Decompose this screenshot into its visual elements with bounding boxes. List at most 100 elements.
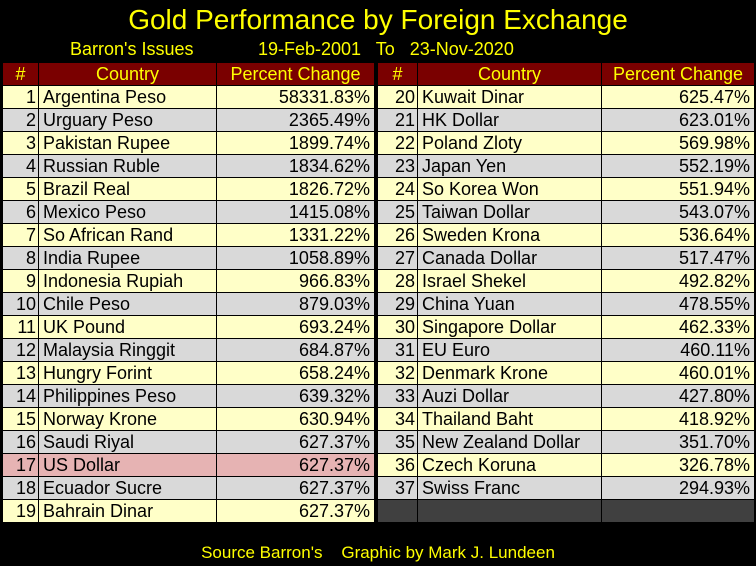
row-country: Ecuador Sucre [38, 476, 217, 500]
row-change: 552.19% [601, 154, 755, 178]
row-change: 627.37% [216, 453, 375, 477]
table-header-row: # Country Percent Change [377, 62, 755, 86]
row-change: 58331.83% [216, 85, 375, 109]
row-num: 22 [377, 131, 418, 155]
row-country: Denmark Krone [417, 361, 602, 385]
row-num: 8 [2, 246, 39, 270]
row-num: 17 [2, 453, 39, 477]
row-country: Kuwait Dinar [417, 85, 602, 109]
row-change: 1415.08% [216, 200, 375, 224]
table-row: 8 India Rupee 1058.89% [2, 246, 375, 270]
table-row: 28 Israel Shekel 492.82% [377, 269, 755, 293]
row-change: 627.37% [216, 476, 375, 500]
row-change: 478.55% [601, 292, 755, 316]
table-row: 19 Bahrain Dinar 627.37% [2, 499, 375, 523]
row-num: 27 [377, 246, 418, 270]
table-row: 24 So Korea Won 551.94% [377, 177, 755, 201]
table-row: 36 Czech Koruna 326.78% [377, 453, 755, 477]
table-row: 27 Canada Dollar 517.47% [377, 246, 755, 270]
page-title: Gold Performance by Foreign Exchange [128, 4, 628, 35]
row-country: So Korea Won [417, 177, 602, 201]
table-row: 25 Taiwan Dollar 543.07% [377, 200, 755, 224]
row-country: Japan Yen [417, 154, 602, 178]
row-country: HK Dollar [417, 108, 602, 132]
row-country: Bahrain Dinar [38, 499, 217, 523]
table-row: 11 UK Pound 693.24% [2, 315, 375, 339]
row-country: UK Pound [38, 315, 217, 339]
row-country: Chile Peso [38, 292, 217, 316]
table-row: 10 Chile Peso 879.03% [2, 292, 375, 316]
table-row: 26 Sweden Krona 536.64% [377, 223, 755, 247]
row-country: So African Rand [38, 223, 217, 247]
row-change: 627.37% [216, 430, 375, 454]
row-change: 543.07% [601, 200, 755, 224]
row-change: 623.01% [601, 108, 755, 132]
row-change: 625.47% [601, 85, 755, 109]
row-change: 294.93% [601, 476, 755, 500]
table-row: 15 Norway Krone 630.94% [2, 407, 375, 431]
table-row: 1 Argentina Peso 58331.83% [2, 85, 375, 109]
table-row: 34 Thailand Baht 418.92% [377, 407, 755, 431]
footer-credit: Source Barron's Graphic by Mark J. Lunde… [201, 543, 555, 562]
table-left: # Country Percent Change 1 Argentina Peso… [2, 62, 375, 523]
row-change: 693.24% [216, 315, 375, 339]
row-change: 427.80% [601, 384, 755, 408]
row-change: 1826.72% [216, 177, 375, 201]
header-change: Percent Change [216, 62, 375, 86]
row-num: 23 [377, 154, 418, 178]
row-num: 24 [377, 177, 418, 201]
table-row: 37 Swiss Franc 294.93% [377, 476, 755, 500]
row-country: Singapore Dollar [417, 315, 602, 339]
row-change: 460.01% [601, 361, 755, 385]
row-num: 33 [377, 384, 418, 408]
table-row: 29 China Yuan 478.55% [377, 292, 755, 316]
row-change: 1899.74% [216, 131, 375, 155]
row-num: 25 [377, 200, 418, 224]
table-row: 9 Indonesia Rupiah 966.83% [2, 269, 375, 293]
table-row: 13 Hungry Forint 658.24% [2, 361, 375, 385]
row-change: 684.87% [216, 338, 375, 362]
row-country: China Yuan [417, 292, 602, 316]
row-country: Indonesia Rupiah [38, 269, 217, 293]
empty-cell [377, 499, 418, 523]
row-country: India Rupee [38, 246, 217, 270]
row-num: 18 [2, 476, 39, 500]
row-country: Auzi Dollar [417, 384, 602, 408]
row-country: Brazil Real [38, 177, 217, 201]
header-num: # [377, 62, 418, 86]
row-country: Thailand Baht [417, 407, 602, 431]
row-change: 551.94% [601, 177, 755, 201]
row-change: 536.64% [601, 223, 755, 247]
row-change: 492.82% [601, 269, 755, 293]
row-country: New Zealand Dollar [417, 430, 602, 454]
row-num: 1 [2, 85, 39, 109]
row-num: 9 [2, 269, 39, 293]
row-num: 34 [377, 407, 418, 431]
row-num: 14 [2, 384, 39, 408]
subtitle-source: Barron's Issues [70, 39, 194, 59]
row-change: 2365.49% [216, 108, 375, 132]
row-country: Urguary Peso [38, 108, 217, 132]
table-row: 2 Urguary Peso 2365.49% [2, 108, 375, 132]
row-change: 462.33% [601, 315, 755, 339]
row-num: 7 [2, 223, 39, 247]
row-change: 569.98% [601, 131, 755, 155]
row-change: 351.70% [601, 430, 755, 454]
row-change: 517.47% [601, 246, 755, 270]
header-num: # [2, 62, 39, 86]
row-num: 19 [2, 499, 39, 523]
row-num: 30 [377, 315, 418, 339]
row-num: 37 [377, 476, 418, 500]
row-change: 639.32% [216, 384, 375, 408]
row-country: Canada Dollar [417, 246, 602, 270]
row-country: Mexico Peso [38, 200, 217, 224]
row-country: Taiwan Dollar [417, 200, 602, 224]
row-num: 36 [377, 453, 418, 477]
table-row: 30 Singapore Dollar 462.33% [377, 315, 755, 339]
row-num: 21 [377, 108, 418, 132]
row-num: 26 [377, 223, 418, 247]
row-num: 13 [2, 361, 39, 385]
row-num: 29 [377, 292, 418, 316]
row-change: 630.94% [216, 407, 375, 431]
table-row: 14 Philippines Peso 639.32% [2, 384, 375, 408]
